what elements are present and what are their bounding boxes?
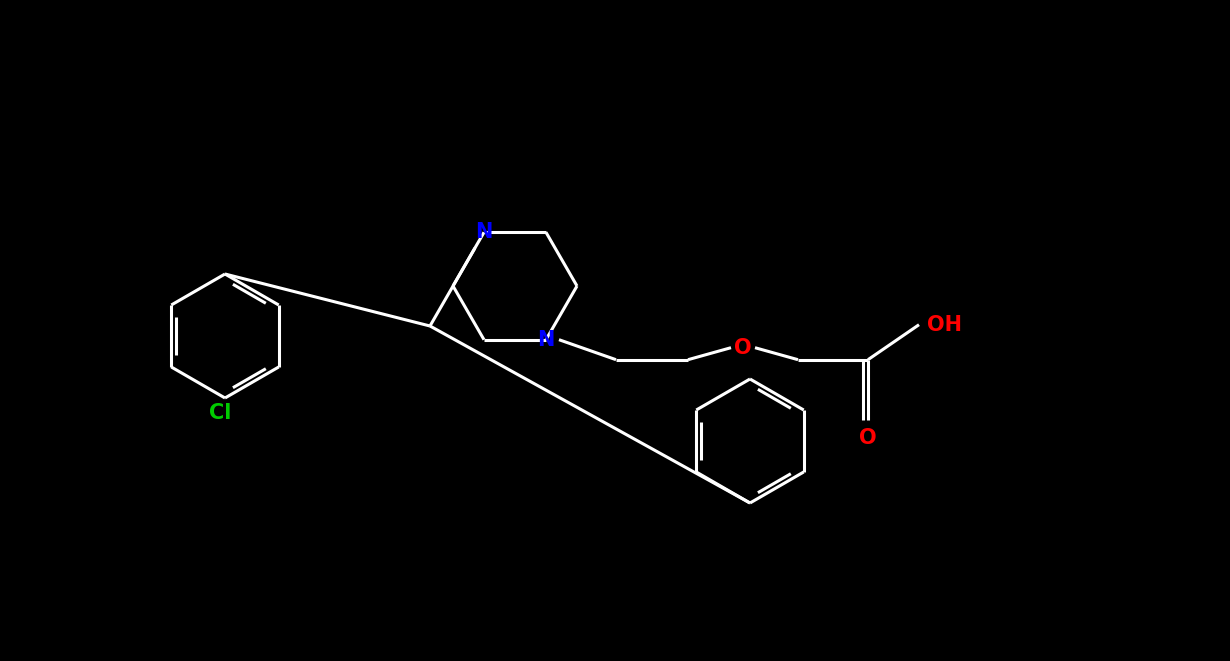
Text: OH: OH — [927, 315, 963, 334]
Text: N: N — [538, 330, 555, 350]
Text: N: N — [475, 222, 493, 243]
Text: O: O — [734, 338, 752, 358]
Text: O: O — [860, 428, 877, 447]
Text: Cl: Cl — [209, 403, 231, 423]
